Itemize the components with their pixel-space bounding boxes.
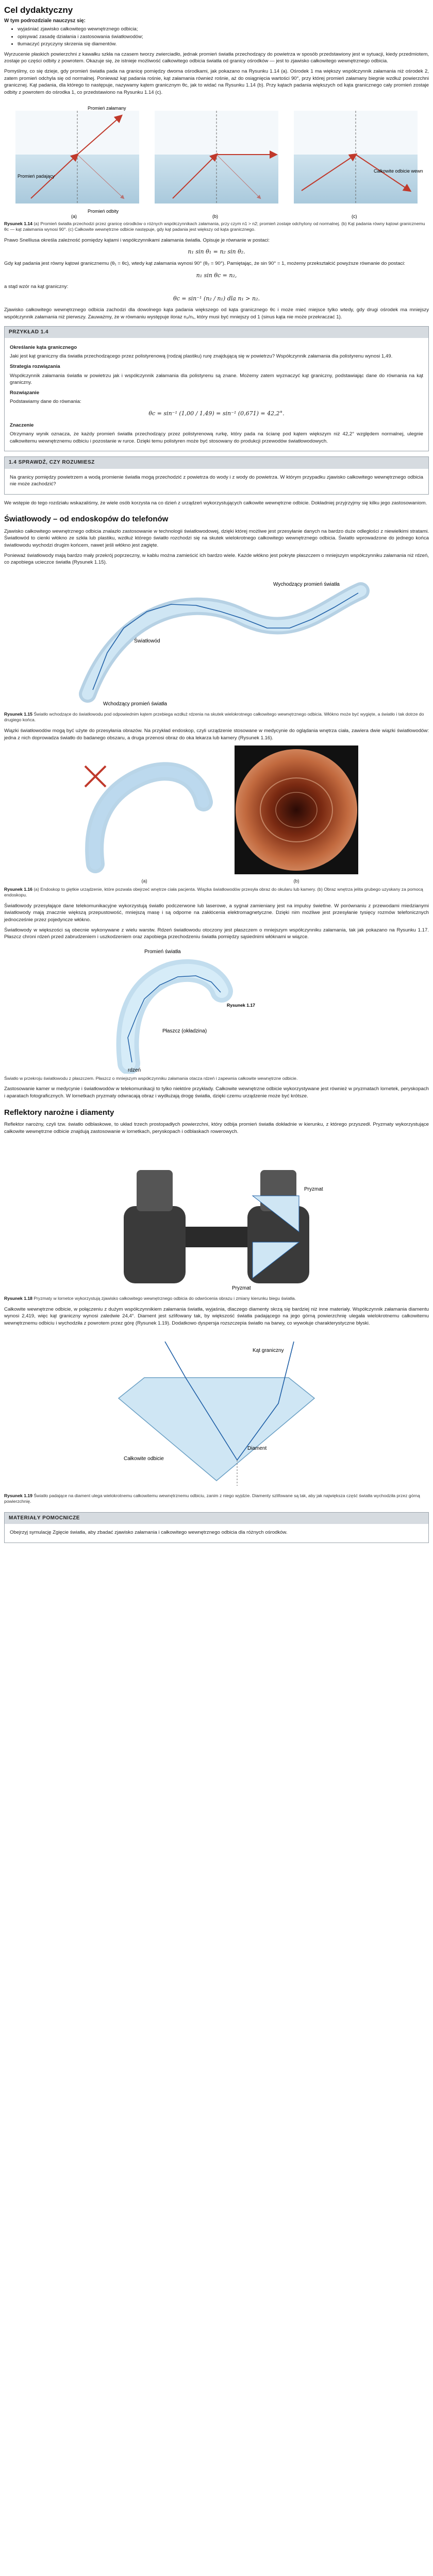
binoculars-diagram: Pryzmat Pryzmat xyxy=(124,1170,323,1291)
goal-item: tłumaczyć przyczyny skrzenia się diament… xyxy=(18,41,429,48)
page-title: Cel dydaktyczny xyxy=(4,5,73,15)
equation-critical-1: n₁ sin θc = n₂, xyxy=(196,272,237,279)
significance-text: Otrzymany wynik oznacza, że każdy promie… xyxy=(10,431,423,444)
goals-list: wyjaśniać zjawisko całkowitego wewnętrzn… xyxy=(18,26,429,48)
body-paragraph: Całkowite wewnętrzne odbicie, w połączen… xyxy=(4,1306,429,1326)
diamond-diagram: Kąt graniczny Całkowite odbicie Diament xyxy=(118,1341,315,1486)
figure-caption: Rysunek 1.19 Światło padające na diament… xyxy=(4,1493,420,1504)
example-box: PRZYKŁAD 1.4 Określanie kąta granicznego… xyxy=(4,326,429,452)
body-paragraph: Prawo Snelliusa określa zależność pomięd… xyxy=(4,237,270,243)
figure-1-18: Pryzmat Pryzmat Rysunek 1.18 Pryzmaty w … xyxy=(4,1139,429,1302)
body-paragraph: Zastosowanie kamer w medycynie i światło… xyxy=(4,1086,429,1099)
figure-1-14: Promień załamany Promień padający Promie… xyxy=(4,100,429,233)
sub-label-b: (b) xyxy=(293,878,299,884)
sub-label-a: (a) xyxy=(141,878,147,884)
body-paragraph: Ponieważ światłowody mają bardzo mały pr… xyxy=(4,552,429,566)
strategy-title: Strategia rozwiązania xyxy=(10,363,60,369)
colon-photo xyxy=(235,745,358,875)
figure-caption: Rysunek 1.18 Pryzmaty w lornetce wykorzy… xyxy=(4,1296,296,1301)
example-title: Określanie kąta granicznego xyxy=(10,344,77,350)
body-paragraph: Światłowody przesyłające dane telekomuni… xyxy=(4,903,429,923)
label-ray: Promień światła xyxy=(144,949,181,955)
label-reflected: Promień odbity xyxy=(88,209,119,214)
body-paragraph: Zjawisko całkowitego wewnętrznego odbici… xyxy=(4,528,429,548)
equation-critical-2: θc = sin⁻¹ (n₂ / n₁) dla n₁ > n₂. xyxy=(173,295,260,302)
figure-caption: Rysunek 1.14 (a) Promień światła przecho… xyxy=(4,221,425,232)
section-title-fiber: Światłowody – od endoskopów do telefonów xyxy=(4,515,169,524)
label-entry-ray: Wchodzący promień światła xyxy=(103,701,167,707)
resources-head: MATERIAŁY POMOCNICZE xyxy=(5,1512,428,1524)
sub-label-c: (c) xyxy=(352,214,357,219)
label-total-reflection: Całkowite odbicie xyxy=(124,1456,164,1462)
check-box: 1.4 SPRAWDŹ, CZY ROZUMIESZ Na granicy po… xyxy=(4,456,429,495)
goal-item: opisywać zasadę działania i zastosowania… xyxy=(18,33,429,41)
example-head: PRZYKŁAD 1.4 xyxy=(5,326,428,338)
body-paragraph: Wiązki światłowodów mogą być użyte do pr… xyxy=(4,728,429,741)
label-incident: Promień padający xyxy=(18,174,55,179)
strategy-text: Współczynnik załamania światła w powietr… xyxy=(10,372,423,386)
figure-caption: Światło w przekroju światłowodu z płaszc… xyxy=(4,1075,298,1081)
solution-intro: Podstawiamy dane do równania: xyxy=(10,399,81,405)
significance-title: Znaczenie xyxy=(10,422,34,428)
figure-1-16: (a) (b) Rysunek 1.16 (a) Endosko xyxy=(4,745,429,899)
body-paragraph: a stąd wzór na kąt graniczny: xyxy=(4,284,69,290)
caption-bold: Rysunek 1.17 xyxy=(227,1003,255,1008)
section-title-prism: Reflektory narożne i diamenty xyxy=(4,1108,114,1117)
sub-label-a: (a) xyxy=(71,214,77,219)
label-fiber: Światłowód xyxy=(134,637,160,644)
goals-intro: W tym podrozdziale nauczysz się: xyxy=(4,18,86,24)
intro-paragraph: Wyrzucenie płaskich powierzchni z kawałk… xyxy=(4,51,429,64)
figure-1-15: Światłowód Wychodzący promień światła Wc… xyxy=(4,570,429,723)
example-question: Jaki jest kąt graniczny dla światła prze… xyxy=(10,353,393,360)
resources-text: Obejrzyj symulację Zgięcie światła, aby … xyxy=(10,1529,288,1535)
resources-box: MATERIAŁY POMOCNICZE Obejrzyj symulację … xyxy=(4,1512,429,1543)
goal-item: wyjaśniać zjawisko całkowitego wewnętrzn… xyxy=(18,26,429,33)
label-exit-ray: Wychodzący promień światła xyxy=(273,582,340,587)
body-paragraph: Reflektor narożny, czyli tzw. światło od… xyxy=(4,1121,429,1134)
check-head: 1.4 SPRAWDŹ, CZY ROZUMIESZ xyxy=(5,457,428,469)
figure-1-19: Kąt graniczny Całkowite odbicie Diament … xyxy=(4,1331,429,1505)
figure-caption: Rysunek 1.15 Światło wchodzące do światł… xyxy=(4,711,424,723)
sub-label-b: (b) xyxy=(212,214,218,219)
label-refracted: Promień załamany xyxy=(88,106,126,111)
refraction-diagram: Promień załamany Promień padający Promie… xyxy=(15,106,423,219)
cladding-diagram: Promień światła Płaszcz (okładzina) rdze… xyxy=(116,949,255,1074)
equation-snell: n₁ sin θ₁ = n₂ sin θ₂. xyxy=(188,248,245,256)
label-core: rdzeń xyxy=(128,1067,141,1073)
body-paragraph: Światłowody w większości są obecnie wyko… xyxy=(4,927,429,940)
check-text: Na granicy pomiędzy powietrzem a wodą pr… xyxy=(10,474,423,487)
label-total: Całkowite odbicie wewnętrzne xyxy=(374,168,423,174)
body-paragraph: Gdy kąt padania jest równy kątowi granic… xyxy=(4,260,406,266)
body-paragraph: We wstępie do tego rozdziału wskazaliśmy… xyxy=(4,500,427,506)
label-prism-top: Pryzmat xyxy=(304,1187,323,1192)
body-paragraph: Zjawisko całkowitego wewnętrznego odbici… xyxy=(4,307,429,320)
solution-equation: θc = sin⁻¹ (1,00 / 1,49) = sin⁻¹ (0,671)… xyxy=(148,410,285,417)
label-cladding: Płaszcz (okładzina) xyxy=(162,1028,207,1034)
intro-paragraph: Pomyślmy, co się dzieje, gdy promień świ… xyxy=(4,69,429,95)
endoscope-illustration xyxy=(84,762,213,874)
label-diamond: Diament xyxy=(247,1446,267,1451)
fiber-diagram: Światłowód Wychodzący promień światła Wc… xyxy=(79,582,370,707)
solution-title: Rozwiązanie xyxy=(10,389,40,396)
label-critical-angle: Kąt graniczny xyxy=(253,1348,284,1353)
figure-caption: Rysunek 1.16 (a) Endoskop to giętkie urz… xyxy=(4,886,423,898)
figure-1-17: Promień światła Płaszcz (okładzina) rdze… xyxy=(4,945,429,1082)
label-prism-bottom: Pryzmat xyxy=(232,1285,251,1291)
